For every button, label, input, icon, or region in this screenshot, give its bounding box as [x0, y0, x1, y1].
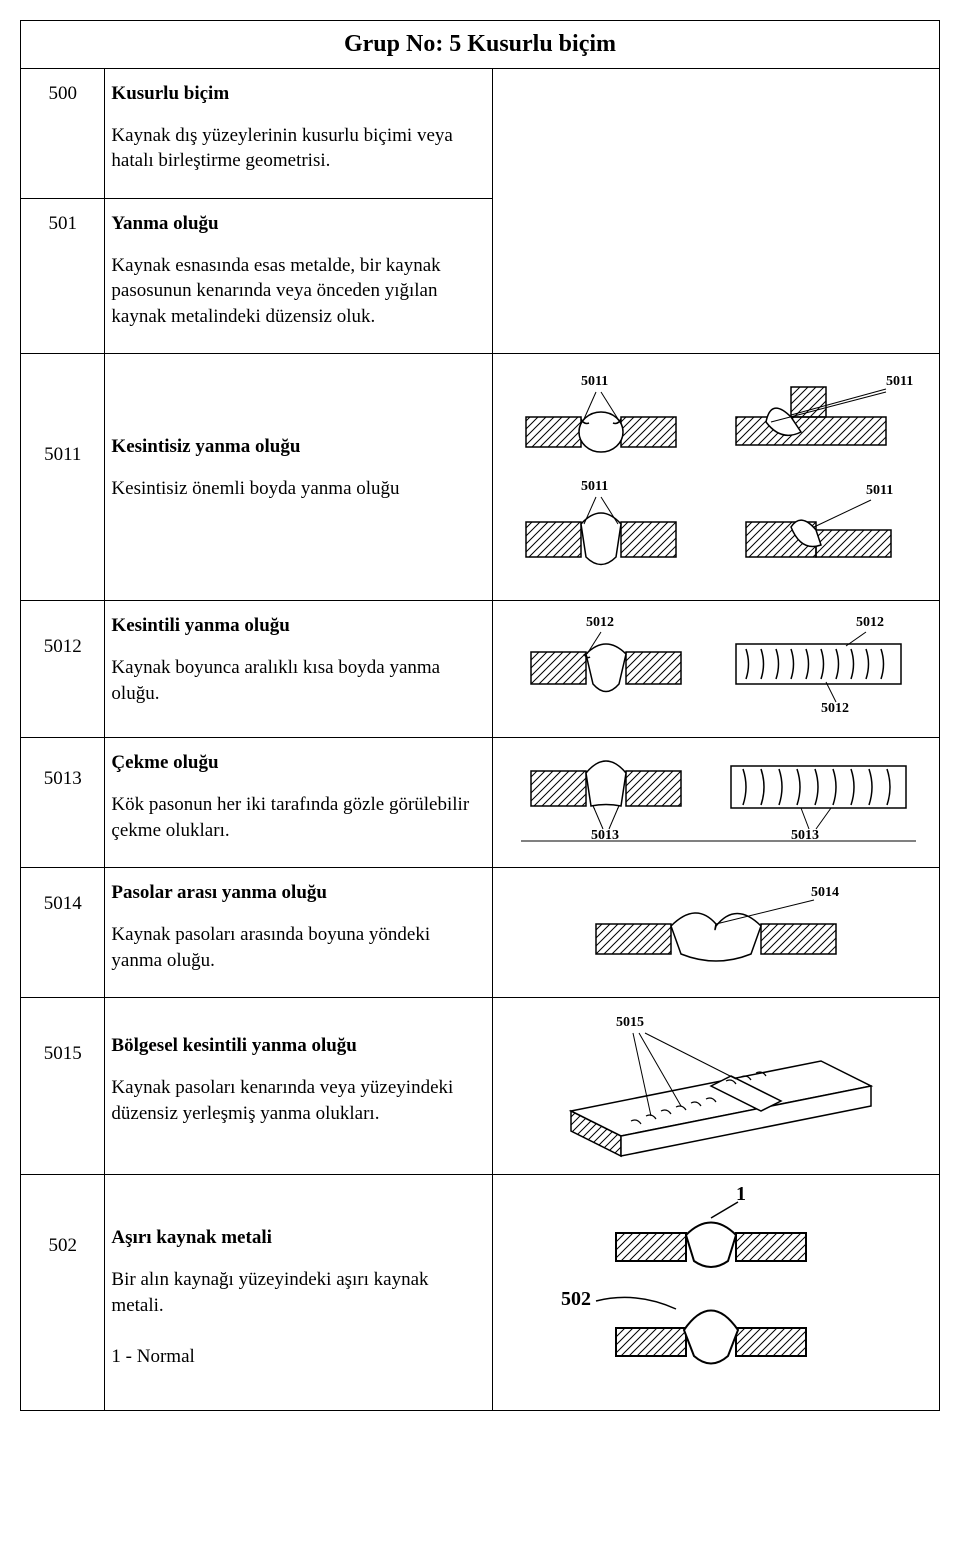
title-5013: Çekme oluğu: [111, 750, 478, 776]
img-5011: 5011 5011 5011: [493, 354, 940, 601]
code-5011: 5011: [21, 354, 105, 601]
code-500: 500: [21, 69, 105, 199]
diagram-5012: 5012 5012 5012: [506, 609, 926, 729]
svg-text:5011: 5011: [866, 483, 893, 498]
img-5012: 5012 5012 5012: [493, 601, 940, 738]
title-5012: Kesintili yanma oluğu: [111, 613, 478, 639]
title-502: Aşırı kaynak metali: [111, 1225, 478, 1251]
title-501: Yanma oluğu: [111, 211, 478, 237]
code-5012: 5012: [21, 601, 105, 738]
diagram-5015: 5015: [506, 1006, 926, 1166]
svg-text:5012: 5012: [586, 615, 614, 630]
svg-text:5012: 5012: [856, 615, 884, 630]
code-502: 502: [21, 1175, 105, 1410]
desc-5015: Bölgesel kesintili yanma oluğu Kaynak pa…: [105, 998, 493, 1175]
desc-5011: Kesintisiz yanma oluğu Kesintisiz önemli…: [105, 354, 493, 601]
img-5015: 5015: [493, 998, 940, 1175]
desc-5014: Pasolar arası yanma oluğu Kaynak pasolar…: [105, 868, 493, 998]
code-501: 501: [21, 198, 105, 354]
svg-text:5011: 5011: [581, 479, 608, 494]
text-5015: Kaynak pasoları kenarında veya yüzeyinde…: [111, 1077, 453, 1124]
extra-502: 1 - Normal: [111, 1346, 194, 1367]
defect-table: Grup No: 5 Kusurlu biçim 500 Kusurlu biç…: [20, 20, 940, 1411]
text-500: Kaynak dış yüzeylerinin kusurlu biçimi v…: [111, 125, 452, 172]
text-5012: Kaynak boyunca aralıklı kısa boyda yanma…: [111, 657, 440, 704]
text-5013: Kök pasonun her iki tarafında gözle görü…: [111, 794, 469, 841]
svg-text:5012: 5012: [821, 701, 849, 716]
text-5014: Kaynak pasoları arasında boyuna yöndeki …: [111, 924, 430, 971]
img-500-501: [493, 69, 940, 354]
img-502: 1 502: [493, 1175, 940, 1410]
svg-text:5011: 5011: [581, 374, 608, 389]
code-5015: 5015: [21, 998, 105, 1175]
desc-501: Yanma oluğu Kaynak esnasında esas metald…: [105, 198, 493, 354]
text-5011: Kesintisiz önemli boyda yanma oluğu: [111, 478, 399, 499]
text-501: Kaynak esnasında esas metalde, bir kayna…: [111, 255, 440, 327]
svg-text:5015: 5015: [616, 1015, 644, 1030]
diagram-5013: 5013 5013: [506, 746, 926, 856]
img-5013: 5013 5013: [493, 738, 940, 868]
title-5015: Bölgesel kesintili yanma oluğu: [111, 1033, 478, 1059]
desc-502: Aşırı kaynak metali Bir alın kaynağı yüz…: [105, 1175, 493, 1410]
img-5014: 5014: [493, 868, 940, 998]
svg-text:502: 502: [561, 1288, 591, 1310]
desc-5013: Çekme oluğu Kök pasonun her iki tarafınd…: [105, 738, 493, 868]
code-5013: 5013: [21, 738, 105, 868]
diagram-502: 1 502: [506, 1183, 926, 1383]
desc-5012: Kesintili yanma oluğu Kaynak boyunca ara…: [105, 601, 493, 738]
table-header: Grup No: 5 Kusurlu biçim: [21, 21, 940, 69]
text-502: Bir alın kaynağı yüzeyindeki aşırı kayna…: [111, 1269, 428, 1316]
diagram-5014: 5014: [506, 876, 926, 976]
svg-text:5011: 5011: [886, 374, 913, 389]
desc-500: Kusurlu biçim Kaynak dış yüzeylerinin ku…: [105, 69, 493, 199]
title-5014: Pasolar arası yanma oluğu: [111, 880, 478, 906]
svg-text:5014: 5014: [811, 885, 839, 900]
diagram-5011: 5011 5011 5011: [506, 362, 926, 592]
title-500: Kusurlu biçim: [111, 81, 478, 107]
code-5014: 5014: [21, 868, 105, 998]
title-5011: Kesintisiz yanma oluğu: [111, 434, 478, 460]
